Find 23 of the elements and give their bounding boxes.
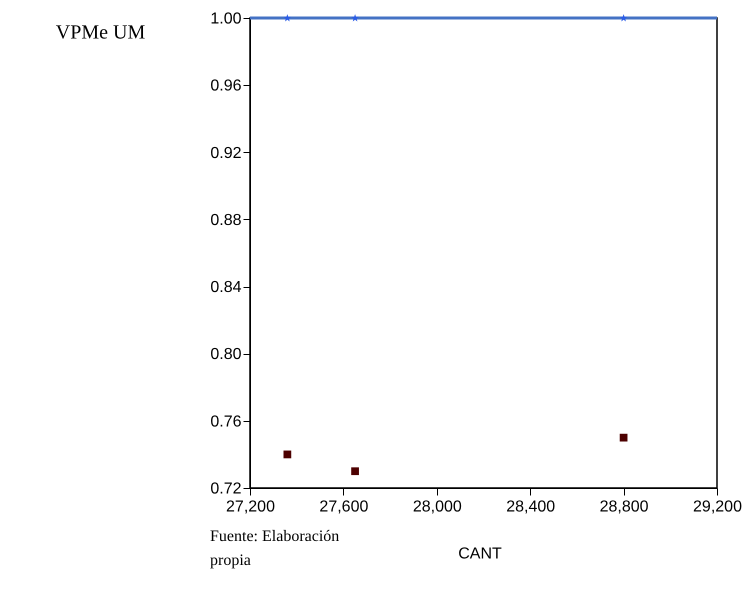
x-axis-title: CANT xyxy=(458,546,502,562)
x-tick-label: 28,000 xyxy=(412,498,462,516)
y-tick-label: 0.80 xyxy=(210,346,242,364)
point xyxy=(620,14,628,22)
y-tick-label: 0.84 xyxy=(210,279,242,296)
y-tick-label: 0.92 xyxy=(210,144,242,162)
point xyxy=(620,434,628,442)
source-note: Fuente: Elaboración propia xyxy=(210,528,340,569)
y-tick-label: 1.00 xyxy=(210,10,242,28)
point xyxy=(351,14,359,22)
point xyxy=(351,467,359,476)
x-tick-label: 28,400 xyxy=(506,498,556,516)
x-tick-label: 29,200 xyxy=(693,498,742,516)
y-axis-title: VPMe UM xyxy=(56,22,146,44)
point xyxy=(283,450,292,458)
y-tick-label: 0.72 xyxy=(210,480,242,498)
y-tick-label: 0.88 xyxy=(210,212,242,229)
x-tick-label: 27,600 xyxy=(319,498,368,516)
y-tick-label: 0.96 xyxy=(210,78,242,95)
x-tick-label: 28,800 xyxy=(600,498,649,516)
point xyxy=(283,14,292,22)
y-tick-label: 0.76 xyxy=(210,413,242,430)
x-tick-label: 27,200 xyxy=(226,498,276,516)
